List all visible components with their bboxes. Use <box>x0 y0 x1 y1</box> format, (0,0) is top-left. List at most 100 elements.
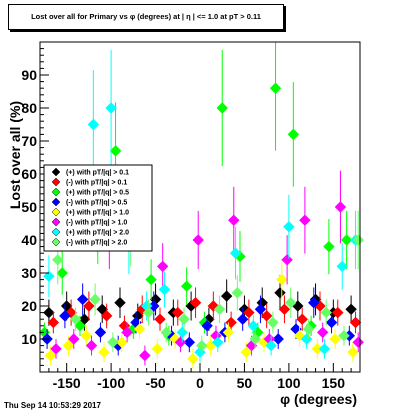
data-point <box>243 306 255 319</box>
data-point <box>228 214 240 226</box>
data-point <box>272 333 284 345</box>
data-point <box>349 316 362 329</box>
x-tick-label: 100 <box>277 375 301 391</box>
data-point <box>299 214 311 226</box>
data-point <box>329 333 341 345</box>
data-point <box>352 336 364 349</box>
data-point <box>43 306 55 319</box>
data-point <box>269 82 282 94</box>
data-point <box>281 254 293 266</box>
data-point <box>85 339 98 352</box>
data-point <box>300 333 313 345</box>
data-point <box>76 293 89 306</box>
data-point <box>50 343 62 355</box>
y-tick-label: 10 <box>21 331 37 347</box>
data-point <box>180 280 193 292</box>
data-point <box>178 313 190 325</box>
data-point <box>187 353 199 365</box>
data-point <box>260 310 273 322</box>
data-point <box>231 287 244 299</box>
data-point <box>154 313 166 325</box>
y-tick-label: 60 <box>21 166 37 182</box>
legend-marker <box>51 167 61 177</box>
data-point <box>47 316 60 329</box>
chart-axes: -150 -100 -50 0 50 100 150 10 20 30 40 50 60 70 80 90 <box>21 48 352 391</box>
data-point <box>196 339 208 352</box>
data-point <box>323 240 335 253</box>
legend-frame <box>43 164 153 252</box>
data-point <box>60 300 73 312</box>
data-point <box>316 326 329 339</box>
x-tick-label: -100 <box>97 375 125 391</box>
y-tick-label: 40 <box>21 232 37 248</box>
x-axis-label: φ (degrees) <box>280 391 357 407</box>
data-point <box>332 306 344 319</box>
legend-label: (+) with pT/|q| > 0.1 <box>66 170 129 177</box>
legend-marker <box>51 197 61 207</box>
data-point <box>142 306 155 319</box>
data-point <box>336 260 348 273</box>
data-point <box>172 306 184 319</box>
data-point <box>109 145 122 157</box>
data-point <box>201 320 213 332</box>
data-point <box>56 267 68 279</box>
data-point <box>287 128 300 141</box>
data-point <box>334 201 347 213</box>
data-point <box>345 303 357 316</box>
y-tick-label: 80 <box>21 100 37 116</box>
data-point <box>151 343 164 355</box>
data-point <box>174 336 187 349</box>
data-point <box>318 343 331 355</box>
data-point <box>59 310 71 322</box>
data-point <box>229 247 242 259</box>
data-point <box>80 329 92 342</box>
data-point <box>212 336 224 349</box>
y-tick-label: 50 <box>21 199 37 215</box>
data-point <box>43 270 55 283</box>
legend-label: (+) with pT/|q| > 0.5 <box>66 190 129 197</box>
chart-legend: (+) with pT/|q| > 0.1 (-) with pT/|q| > 0… <box>43 164 153 252</box>
data-point <box>254 303 267 316</box>
data-point <box>308 296 320 309</box>
legend-marker <box>51 187 61 197</box>
data-point <box>105 102 117 114</box>
chart-title: Lost over all for Primary vs φ (degrees)… <box>31 12 261 21</box>
y-tick-label: 90 <box>21 67 37 83</box>
data-point <box>296 313 308 325</box>
data-point <box>74 320 86 332</box>
y-tick-label: 70 <box>21 133 37 149</box>
data-point <box>249 333 261 345</box>
y-tick-label: 20 <box>21 298 37 314</box>
data-point <box>116 336 128 349</box>
data-point <box>340 234 353 246</box>
x-tick-label: 150 <box>322 375 346 391</box>
x-tick-label: 50 <box>237 375 253 391</box>
legend-label: (-) with pT/|q| > 2.0 <box>66 240 127 247</box>
data-point <box>276 273 288 286</box>
data-point <box>89 293 101 306</box>
y-axis-label: Lost over all (%) <box>7 101 23 209</box>
chart-title-box: Lost over all for Primary vs φ (degrees)… <box>8 4 284 30</box>
data-point <box>222 326 235 339</box>
legend-label: (+) with pT/|q| > 1.0 <box>66 210 129 217</box>
legend-marker <box>51 237 61 247</box>
data-point <box>192 234 204 246</box>
data-point <box>220 290 233 302</box>
data-point <box>352 234 364 246</box>
legend-label: (-) with pT/|q| > 1.0 <box>66 220 127 227</box>
data-point <box>240 346 252 358</box>
data-point <box>69 313 82 325</box>
data-point <box>213 303 226 316</box>
data-point <box>121 326 133 339</box>
data-point <box>87 118 100 131</box>
x-tick-label: -150 <box>53 375 81 391</box>
data-point <box>145 273 157 286</box>
data-point <box>267 316 279 329</box>
data-point <box>78 313 91 325</box>
timestamp-footer: Thu Sep 14 10:53:29 2017 <box>4 401 101 410</box>
data-point <box>216 102 228 114</box>
data-point <box>133 323 146 335</box>
data-point <box>44 349 57 362</box>
data-point <box>225 316 237 329</box>
data-point <box>274 287 286 299</box>
